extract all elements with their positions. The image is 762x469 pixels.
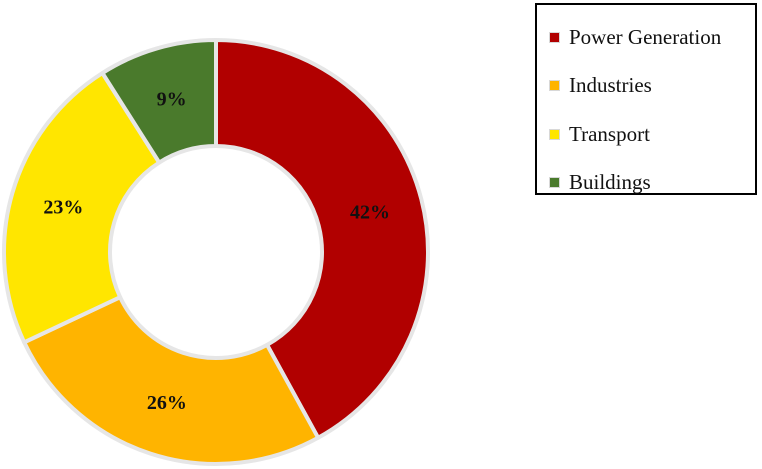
donut-slice-buildings (100, 38, 218, 165)
donut-slice-transport (2, 71, 162, 345)
donut-slice-industries (22, 295, 321, 466)
legend-item-buildings: Buildings (549, 159, 755, 208)
chart-legend: Power Generation Industries Transport Bu… (535, 3, 757, 195)
legend-label-power-generation: Power Generation (569, 24, 722, 49)
slice-label-industries: 26% (147, 392, 187, 414)
slice-label-transport: 23% (43, 197, 83, 219)
donut-chart: 42% 26% 23% 9% (2, 38, 430, 466)
legend-label-industries: Industries (569, 73, 652, 98)
slice-label-power-generation: 42% (350, 201, 390, 223)
legend-swatch-power-generation (549, 31, 560, 43)
legend-swatch-industries (549, 80, 560, 92)
legend-item-industries: Industries (549, 62, 755, 111)
donut-slices (2, 38, 430, 466)
legend-swatch-buildings (549, 177, 560, 189)
donut-slice-power-generation (214, 38, 430, 440)
donut-labels: 42% 26% 23% 9% (43, 88, 390, 414)
legend-swatch-transport (549, 128, 560, 140)
legend-item-power-generation: Power Generation (549, 13, 755, 62)
legend-item-transport: Transport (549, 110, 755, 159)
slice-label-buildings: 9% (157, 88, 187, 110)
legend-label-buildings: Buildings (569, 170, 651, 195)
legend-label-transport: Transport (569, 121, 650, 146)
